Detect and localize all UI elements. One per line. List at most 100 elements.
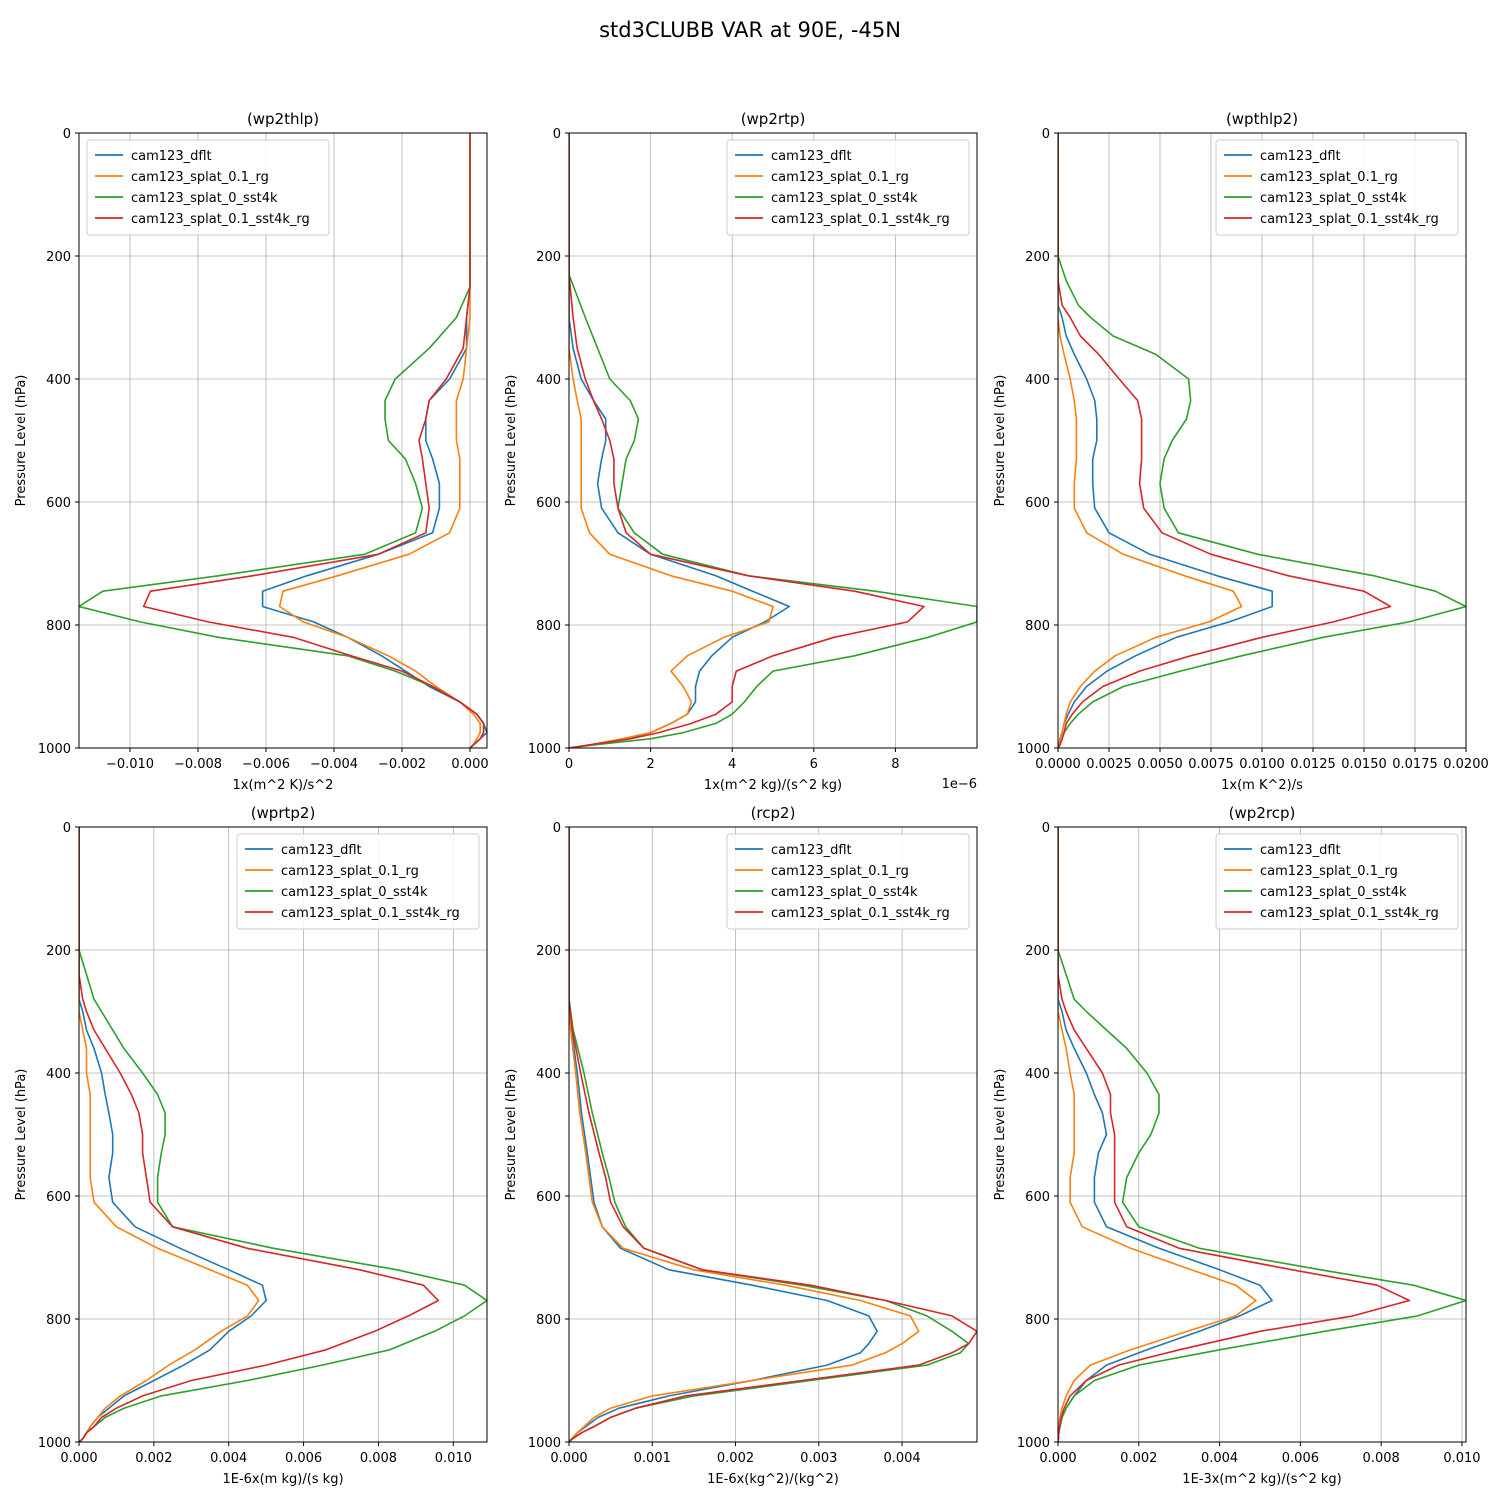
series-line-cam123_splat_0.1_rg — [79, 827, 260, 1442]
chart-panel-5: 0.000 0.001 0.002 0.003 0.004 0 200 400 600 800 10… — [504, 804, 978, 1487]
y-tick-label: 400 — [1025, 373, 1050, 388]
axes-frame — [1057, 826, 1467, 1443]
x-tick-label: 0.004 — [1201, 1451, 1238, 1466]
x-tick-label: −0.002 — [378, 757, 426, 772]
x-tick-label: 0.001 — [634, 1451, 671, 1466]
panel-title: (rcp2) — [751, 804, 796, 822]
series-line-cam123_splat_0_sst4k — [1058, 827, 1466, 1442]
axes-frame — [78, 826, 488, 1443]
legend-entry: cam123_splat_0.1_rg — [771, 864, 909, 879]
x-tick-label: 0.0075 — [1188, 757, 1234, 772]
y-tick-label: 0 — [63, 127, 71, 142]
y-tick-label: 800 — [46, 1313, 71, 1328]
y-tick-label: 0 — [1042, 127, 1050, 142]
series-line-cam123_splat_0.1_sst4k_rg — [569, 827, 977, 1442]
x-tick-label: 0.000 — [550, 1451, 587, 1466]
x-tick-label: 0.0125 — [1290, 757, 1336, 772]
x-tick-label: 0.000 — [1039, 1451, 1076, 1466]
series-line-cam123_splat_0.1_rg — [278, 133, 482, 748]
series-line-cam123_splat_0.1_sst4k_rg — [1058, 133, 1392, 748]
x-tick-label: 0.000 — [451, 757, 488, 772]
series-line-cam123_splat_0_sst4k — [1058, 133, 1466, 748]
y-tick-label: 200 — [46, 250, 71, 265]
y-tick-label: 800 — [46, 619, 71, 634]
legend-box — [86, 139, 330, 236]
x-tick-label: 0.010 — [1443, 1451, 1480, 1466]
x-tick-label: 0.0000 — [1035, 757, 1081, 772]
legend-entry: cam123_dflt — [771, 149, 852, 164]
y-tick-label: 200 — [536, 250, 561, 265]
axes-frame — [568, 826, 978, 1443]
panel-title: (wp2rcp) — [1229, 804, 1296, 822]
x-tick-label: 0.002 — [717, 1451, 754, 1466]
y-tick-label: 800 — [536, 619, 561, 634]
legend-entry: cam123_splat_0.1_rg — [771, 170, 909, 185]
y-axis-label: Pressure Level (hPa) — [993, 1069, 1008, 1201]
x-tick-label: −0.010 — [106, 757, 154, 772]
series-lines — [79, 827, 487, 1442]
y-tick-label: 400 — [536, 373, 561, 388]
y-tick-label: 600 — [1025, 496, 1050, 511]
y-tick-label: 0 — [1042, 821, 1050, 836]
y-tick-label: 1000 — [1017, 1436, 1050, 1451]
x-tick-label: 0.004 — [210, 1451, 247, 1466]
series-line-cam123_splat_0.1_sst4k_rg — [569, 133, 925, 748]
y-axis-label: Pressure Level (hPa) — [14, 1069, 29, 1201]
series-lines — [1058, 133, 1466, 748]
chart-panel-1: −0.010 −0.008 −0.006 −0.004 −0.002 0.000 0 200 4… — [14, 110, 489, 793]
legend: cam123_dflt cam123_splat_0.1_rg cam123_spl… — [1215, 139, 1459, 236]
legend: cam123_dflt cam123_splat_0.1_rg cam123_spl… — [726, 833, 970, 930]
legend-entry: cam123_splat_0.1_sst4k_rg — [281, 906, 460, 921]
legend-entry: cam123_dflt — [1260, 843, 1341, 858]
x-tick-label: 0.003 — [800, 1451, 837, 1466]
figure-title: std3CLUBB VAR at 90E, -45N — [599, 18, 901, 42]
legend-entry: cam123_dflt — [281, 843, 362, 858]
series-line-cam123_dflt — [1058, 133, 1273, 748]
legend-box — [1215, 833, 1459, 930]
y-tick-label: 0 — [553, 127, 561, 142]
chart-panel-3: 0.0000 0.0025 0.0050 0.0075 0.0100 0.0125 0.01… — [993, 110, 1489, 793]
x-tick-label: 6 — [810, 757, 818, 772]
y-tick-label: 400 — [46, 1067, 71, 1082]
legend-entry: cam123_splat_0_sst4k — [281, 885, 428, 900]
y-tick-label: 200 — [46, 944, 71, 959]
legend-entry: cam123_dflt — [1260, 149, 1341, 164]
x-axis-label: 1E-3x(m^2 kg)/(s^2 kg) — [1182, 1472, 1341, 1487]
x-tick-label: −0.004 — [310, 757, 358, 772]
legend: cam123_dflt cam123_splat_0.1_rg cam123_spl… — [1215, 833, 1459, 930]
y-tick-label: 1000 — [38, 1436, 71, 1451]
series-line-cam123_splat_0.1_rg — [569, 133, 774, 748]
x-tick-label: 0.0175 — [1392, 757, 1438, 772]
series-line-cam123_splat_0.1_sst4k_rg — [79, 827, 440, 1442]
y-axis-label: Pressure Level (hPa) — [504, 1069, 519, 1201]
x-tick-label: 0.0150 — [1341, 757, 1387, 772]
series-line-cam123_splat_0.1_sst4k_rg — [1058, 827, 1411, 1442]
legend-entry: cam123_splat_0.1_rg — [1260, 864, 1398, 879]
y-tick-label: 600 — [536, 1190, 561, 1205]
legend-entry: cam123_splat_0.1_rg — [281, 864, 419, 879]
axes-frame — [568, 132, 978, 749]
y-tick-label: 0 — [553, 821, 561, 836]
y-tick-label: 800 — [1025, 1313, 1050, 1328]
x-tick-label: 0.010 — [435, 1451, 472, 1466]
x-tick-label: 0.006 — [285, 1451, 322, 1466]
legend-entry: cam123_splat_0.1_rg — [1260, 170, 1398, 185]
x-tick-label: 0.006 — [1282, 1451, 1319, 1466]
x-tick-label: 8 — [891, 757, 899, 772]
x-offset-text: 1e−6 — [942, 777, 977, 792]
legend-box — [726, 139, 970, 236]
x-tick-label: −0.008 — [174, 757, 222, 772]
series-line-cam123_splat_0.1_rg — [1058, 827, 1257, 1442]
x-tick-label: 0.002 — [135, 1451, 172, 1466]
panel-title: (wprtp2) — [251, 804, 316, 822]
series-line-cam123_splat_0.1_rg — [569, 827, 920, 1442]
x-axis-label: 1E-6x(m kg)/(s kg) — [222, 1472, 343, 1487]
legend-entry: cam123_splat_0_sst4k — [1260, 191, 1407, 206]
x-tick-label: 2 — [646, 757, 654, 772]
series-lines — [569, 827, 977, 1442]
series-line-cam123_dflt — [569, 827, 878, 1442]
axes-frame — [78, 132, 488, 749]
y-tick-label: 600 — [536, 496, 561, 511]
series-line-cam123_splat_0_sst4k — [79, 827, 487, 1442]
